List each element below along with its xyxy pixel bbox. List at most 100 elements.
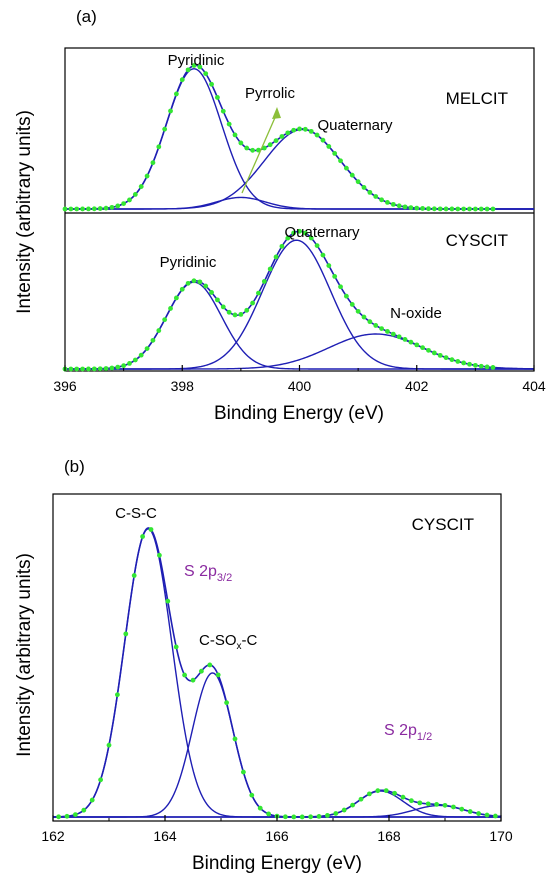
cyscit-b-data-point — [375, 788, 381, 794]
cyscit-b-data-point — [157, 552, 162, 558]
cyscit-a-noxide-label: N-oxide — [390, 305, 442, 322]
cyscit-b-data-point — [199, 668, 204, 674]
cyscit-a-data-point — [250, 300, 256, 306]
csox-label: C-SOx-C — [199, 632, 257, 652]
melcit-data-point — [232, 132, 238, 138]
panel-a-y-axis-label: Intensity (arbitrary units) — [14, 110, 35, 314]
cyscit-b-data-point — [341, 807, 347, 813]
cyscit-a-data-point — [238, 311, 244, 317]
cyscit-a-data-point — [86, 366, 91, 372]
cyscit-a-data-point — [197, 279, 203, 285]
cyscit-a-data-point — [402, 337, 408, 342]
cyscit-b-data-point — [81, 807, 87, 813]
melcit-data-point — [150, 160, 156, 166]
csc-label: C-S-C — [115, 505, 157, 522]
melcit-data-point — [472, 206, 478, 212]
cyscit-a-data-point — [138, 352, 144, 358]
cyscit-b-data-point — [64, 813, 70, 819]
cyscit-a-data-point — [291, 230, 297, 236]
cyscit-a-data-point — [302, 230, 308, 236]
melcit-data-point — [285, 130, 291, 136]
cyscit-a-data-point — [420, 345, 426, 351]
cyscit-a-data-point — [162, 317, 168, 323]
cyscit-b-data-point — [173, 644, 179, 650]
s2p12-label: S 2p1/2 — [384, 722, 432, 743]
melcit-component-peak-2 — [65, 128, 534, 210]
melcit-data-point — [244, 145, 250, 151]
cyscit-b-data-point — [182, 672, 188, 678]
melcit-data-point — [220, 108, 226, 114]
cyscit-b-data-point — [434, 802, 439, 807]
cyscit-b-data-point — [392, 790, 397, 796]
melcit-data-point — [390, 201, 396, 207]
cyscit-a-data-point — [261, 279, 267, 284]
cyscit-b-data-point — [467, 809, 473, 814]
panel-a-label: (a) — [76, 7, 97, 26]
panel-b-label: (b) — [64, 457, 85, 476]
melcit-data-point — [191, 63, 197, 68]
melcit-data-point — [291, 127, 297, 133]
cyscit-a-data-point — [490, 365, 496, 370]
cyscit-a-data-point — [431, 350, 437, 356]
cyscit-a-data-point — [209, 290, 214, 295]
panel-b-x-tick-label-4: 170 — [489, 828, 513, 844]
melcit-data-point — [385, 200, 390, 205]
melcit-data-point — [267, 142, 273, 148]
cyscit-b-data-point — [266, 811, 271, 817]
cyscit-a-data-point — [408, 339, 414, 345]
cyscit-a-data-point — [344, 293, 349, 299]
cyscit-a-data-point — [74, 366, 80, 372]
cyscit-a-data-point — [373, 323, 379, 328]
melcit-data-point — [226, 121, 232, 127]
cyscit-a-data-point — [127, 360, 132, 366]
melcit-data-point — [455, 206, 461, 212]
panel-b-x-tick-label-2: 166 — [265, 828, 289, 844]
cyscit-b-data-point — [409, 798, 414, 804]
panel-a-x-axis: 396 398 400 402 404 — [53, 365, 546, 394]
melcit-data-point — [414, 205, 420, 211]
melcit-data-point — [379, 197, 384, 203]
panel-b: (b) Intensity (arbitrary units) CYSCIT C… — [14, 457, 513, 874]
cyscit-a-data-point — [426, 347, 431, 353]
cyscit-a-data-point — [115, 364, 121, 370]
melcit-data-point — [332, 151, 338, 156]
melcit-data-point — [74, 206, 80, 212]
cyscit-b-data-point — [442, 802, 448, 808]
melcit-data-point — [449, 206, 455, 212]
panel-b-x-axis-label: Binding Energy (eV) — [192, 853, 362, 874]
cyscit-a-data-point — [179, 286, 185, 292]
melcit-data-point — [420, 206, 426, 211]
cyscit-b-component-peak-1 — [53, 672, 501, 818]
melcit-data-point — [168, 108, 173, 114]
cyscit-a-component-peak-1 — [65, 239, 534, 370]
cyscit-b-data-point — [148, 527, 154, 532]
melcit-data-point — [490, 206, 496, 212]
panel-a-x-axis-label: Binding Energy (eV) — [214, 403, 384, 424]
cyscit-b-data-point — [207, 662, 213, 668]
cyscit-a-data-point — [484, 364, 490, 370]
melcit-data-point — [173, 91, 179, 97]
cyscit-b-envelope-line — [52, 527, 502, 818]
melcit-pyrrolic-label: Pyrrolic — [245, 85, 296, 102]
melcit-data-point — [103, 205, 109, 211]
panel-b-frame — [52, 493, 502, 822]
melcit-data-point — [138, 184, 144, 189]
melcit-sample-label: MELCIT — [446, 89, 508, 108]
cyscit-a-data-point — [121, 363, 127, 369]
cyscit-a-data-point — [449, 357, 455, 363]
melcit-data-point — [203, 71, 209, 76]
panel-a-x-tick-label-2: 400 — [288, 378, 312, 394]
cyscit-b-data-point — [131, 573, 137, 578]
cyscit-b-data-point — [123, 631, 129, 637]
cyscit-b-data-point — [417, 800, 423, 806]
cyscit-a-data-point — [109, 365, 115, 371]
cyscit-b-data-point — [308, 814, 313, 820]
cyscit-a-data-point — [390, 331, 396, 337]
melcit-data-point — [461, 206, 467, 212]
cyscit-a-data-point — [185, 280, 191, 286]
cyscit-a-data-point — [244, 307, 250, 313]
melcit-data-point — [326, 144, 332, 149]
melcit-data-point — [484, 206, 490, 212]
melcit-data-point — [297, 126, 302, 132]
melcit-data-point — [279, 134, 285, 139]
